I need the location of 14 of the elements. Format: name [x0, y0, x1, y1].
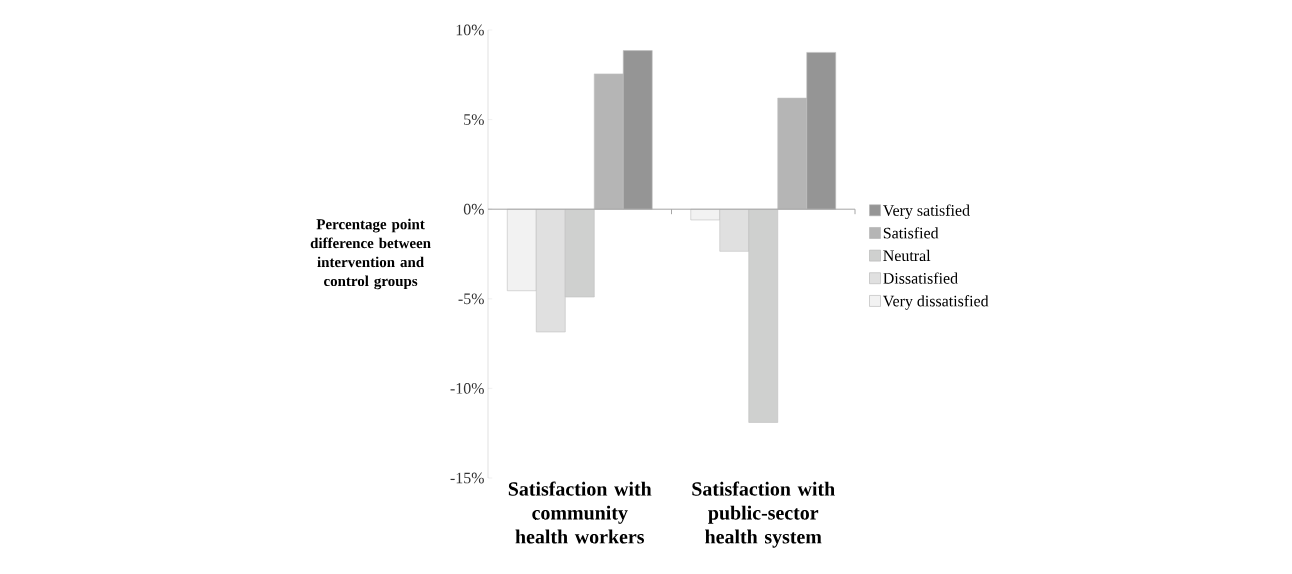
- x-tick-label: Satisfaction with community health workers: [508, 481, 652, 544]
- y-tick-label: -15%: [450, 472, 484, 484]
- y-axis-title: Percentage point difference between intervention and control groups: [310, 218, 431, 290]
- x-tick-label: Satisfaction with public-sector health system: [692, 481, 835, 548]
- y-tick-label: 5%: [464, 114, 484, 125]
- legend-label: Very dissatisfied: [882, 295, 989, 310]
- legend-label: Dissatisfied: [883, 272, 958, 284]
- y-tick-label: -10%: [450, 383, 484, 394]
- y-tick-label: 0%: [463, 203, 484, 215]
- legend-label: Satisfied: [883, 227, 939, 239]
- y-tick-label: 10%: [456, 24, 484, 36]
- legend-label: Very satisfied: [882, 204, 970, 220]
- y-tick-label: -5%: [458, 293, 484, 305]
- legend-label: Neutral: [883, 249, 931, 262]
